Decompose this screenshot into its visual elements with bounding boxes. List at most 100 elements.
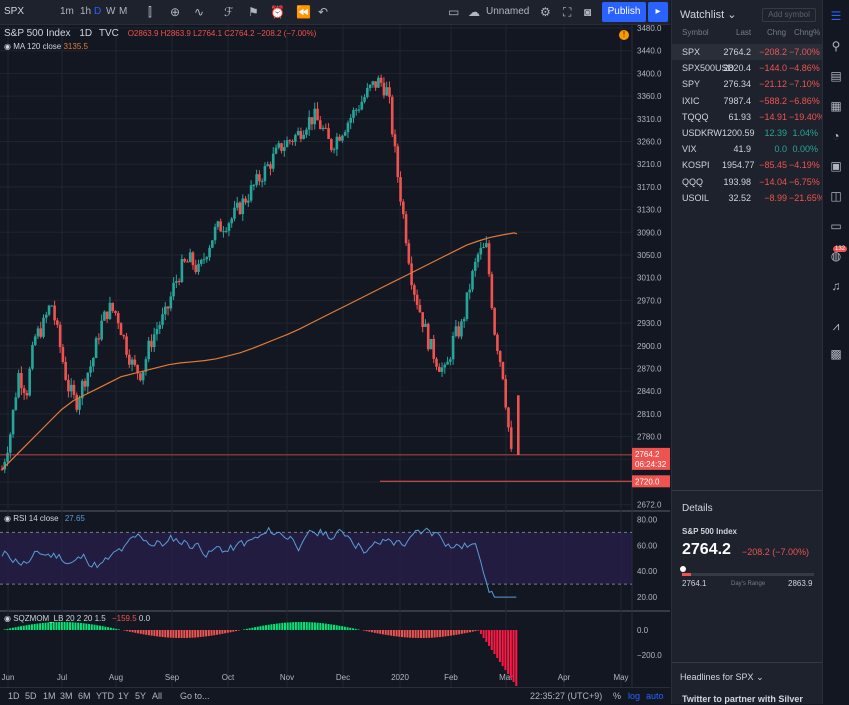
candle-body: [354, 109, 358, 111]
sqz-tick: −200.0: [637, 651, 662, 660]
log-toggle[interactable]: log: [628, 691, 641, 701]
alerts-list-icon[interactable]: ⚲: [831, 39, 841, 53]
watchlist-row-usoil[interactable]: USOIL 32.52 −8.99 −21.65%: [672, 190, 825, 206]
candle-body: [310, 117, 314, 125]
goto-button[interactable]: Go to...: [180, 691, 210, 701]
price-tick: 2970.0: [637, 296, 662, 305]
settings-gear-icon[interactable]: ⚙: [540, 5, 551, 19]
row-last: 41.9: [733, 144, 751, 155]
candle-body: [332, 149, 336, 151]
ma-eye-icon[interactable]: ◉: [4, 42, 11, 51]
interval-1h-button[interactable]: 1h: [80, 6, 92, 17]
fullscreen-icon[interactable]: ⛶: [563, 5, 572, 19]
range-all-button[interactable]: All: [152, 691, 163, 701]
watchlist-row-spx500usd[interactable]: SPX500USD 2820.4 −144.0 −4.86%: [672, 60, 822, 76]
templates-icon[interactable]: ⚑: [248, 5, 259, 19]
watchlist-row-spx[interactable]: SPX 2764.2 −208.2 −7.00%: [672, 44, 822, 60]
headline-item[interactable]: Twitter to partner with Silver: [682, 694, 803, 704]
watchlist-row-tqqq[interactable]: TQQQ 61.93 −14.91 −19.40%: [672, 109, 825, 125]
sqz-eye-icon[interactable]: ◉: [4, 614, 11, 623]
candle-body: [421, 312, 424, 327]
range-6m-button[interactable]: 6M: [78, 691, 91, 701]
range-5y-button[interactable]: 5Y: [135, 691, 147, 701]
candle-body: [103, 311, 106, 321]
row-last: 7987.4: [723, 95, 751, 106]
watchlist-row-qqq[interactable]: QQQ 193.98 −14.04 −6.75%: [672, 174, 822, 190]
compare-icon[interactable]: ∿: [194, 5, 205, 19]
calendar-icon[interactable]: ▦: [830, 99, 842, 113]
candle-body: [401, 201, 405, 215]
camera-icon[interactable]: ◙: [584, 5, 592, 19]
percent-toggle[interactable]: %: [613, 691, 622, 701]
add-indicator-icon[interactable]: ⊕: [170, 5, 181, 19]
watchlist-row-kospi[interactable]: KOSPI 1954.77 −85.45 −4.19%: [672, 157, 822, 173]
days-range-high: 2863.9: [788, 579, 813, 588]
chat-icon[interactable]: ◫: [830, 189, 842, 203]
grid-icon[interactable]: ▩: [830, 347, 842, 361]
clock-time[interactable]: 22:35:27 (UTC+9): [530, 691, 603, 701]
col-symbol[interactable]: Symbol: [682, 28, 709, 37]
news-icon[interactable]: ▤: [830, 69, 842, 83]
candle-body: [357, 109, 361, 111]
details-name: S&P 500 Index: [682, 527, 737, 536]
range-3m-button[interactable]: 3M: [60, 691, 73, 701]
auto-toggle[interactable]: auto: [646, 691, 664, 701]
trend-icon[interactable]: ⩘: [832, 319, 840, 333]
alert-icon[interactable]: ⏰: [270, 5, 285, 19]
watchlist-header: Symbol Last Chng Chng%: [672, 28, 822, 42]
rsi-params: 14 close: [28, 514, 59, 523]
streams-icon[interactable]: ◍: [830, 249, 842, 263]
col-chng[interactable]: Chng: [767, 28, 787, 37]
watchlist-row-vix[interactable]: VIX 41.9 0.0 0.00%: [672, 141, 822, 157]
candle-body: [89, 366, 92, 373]
candles-icon[interactable]: ⫿: [148, 5, 152, 19]
watchlist-row-ixic[interactable]: IXIC 7987.4 −588.2 −6.86%: [672, 93, 822, 109]
add-symbol-input[interactable]: Add symbol: [762, 8, 816, 22]
watchlist-icon[interactable]: ☰: [830, 9, 842, 23]
candle-body: [299, 131, 303, 139]
last-price-tag: [632, 447, 670, 470]
col-chngpct[interactable]: Chng%: [794, 28, 821, 37]
candle-body: [183, 259, 186, 262]
watchlist-row-spy[interactable]: SPY 276.34 −21.12 −7.10%: [672, 76, 822, 92]
col-last[interactable]: Last: [736, 28, 752, 37]
range-ytd-button[interactable]: YTD: [96, 691, 114, 701]
ma-legend[interactable]: ◉ MA 120 close 3135.5: [4, 42, 88, 51]
interval-d-button[interactable]: D: [94, 6, 102, 17]
range-5d-button[interactable]: 5D: [25, 691, 37, 701]
publish-button[interactable]: Publish: [602, 2, 646, 22]
candle-body: [432, 338, 436, 359]
interval-m-button[interactable]: M: [119, 6, 128, 17]
interval-1m-button[interactable]: 1m: [60, 6, 74, 17]
chart-canvas[interactable]: Jun Jul Aug Sep Oct Nov Dec 2020 Feb Mar Apr May 348…: [0, 25, 670, 687]
sqz-legend[interactable]: ◉ SQZMOM_LB 20 2 20 1.5 −159.5 0.0: [4, 614, 150, 623]
range-1d-button[interactable]: 1D: [8, 691, 20, 701]
rsi-legend[interactable]: ◉ RSI 14 close 27.65: [4, 514, 85, 523]
candle-body: [318, 120, 322, 130]
indicators-icon[interactable]: ℱ: [224, 5, 234, 19]
layout-icon[interactable]: ▭: [448, 5, 460, 19]
messages-icon[interactable]: ▭: [830, 219, 842, 233]
rsi-eye-icon[interactable]: ◉: [4, 514, 11, 523]
candle-body: [429, 338, 433, 350]
ideas-icon[interactable]: ▣: [830, 159, 842, 173]
watchlist-row-usdkrw[interactable]: USDKRW 1200.59 12.39 1.04%: [672, 125, 822, 141]
range-1m-button[interactable]: 1M: [43, 691, 56, 701]
candle-body: [493, 308, 496, 335]
layout-name[interactable]: Unnamed: [486, 6, 530, 17]
clock-icon[interactable]: ◔: [832, 129, 840, 143]
bell-icon[interactable]: ♫: [831, 279, 841, 293]
candle-body: [122, 335, 126, 337]
play-icon[interactable]: ▸: [648, 2, 668, 22]
undo-icon[interactable]: ↶: [318, 5, 329, 19]
headlines-title[interactable]: Headlines for SPX ⌄: [680, 672, 764, 682]
watchlist-title[interactable]: Watchlist ⌄: [680, 9, 737, 21]
candle-body: [169, 296, 173, 309]
sqz-label: SQZMOM_LB: [13, 614, 64, 623]
symbol-search-input[interactable]: SPX: [4, 6, 25, 17]
interval-w-button[interactable]: W: [106, 6, 116, 17]
warning-icon[interactable]: !: [619, 30, 629, 40]
replay-icon[interactable]: ⏪: [296, 5, 311, 19]
legend-close: 2764.2: [230, 29, 255, 38]
range-1y-button[interactable]: 1Y: [118, 691, 130, 701]
